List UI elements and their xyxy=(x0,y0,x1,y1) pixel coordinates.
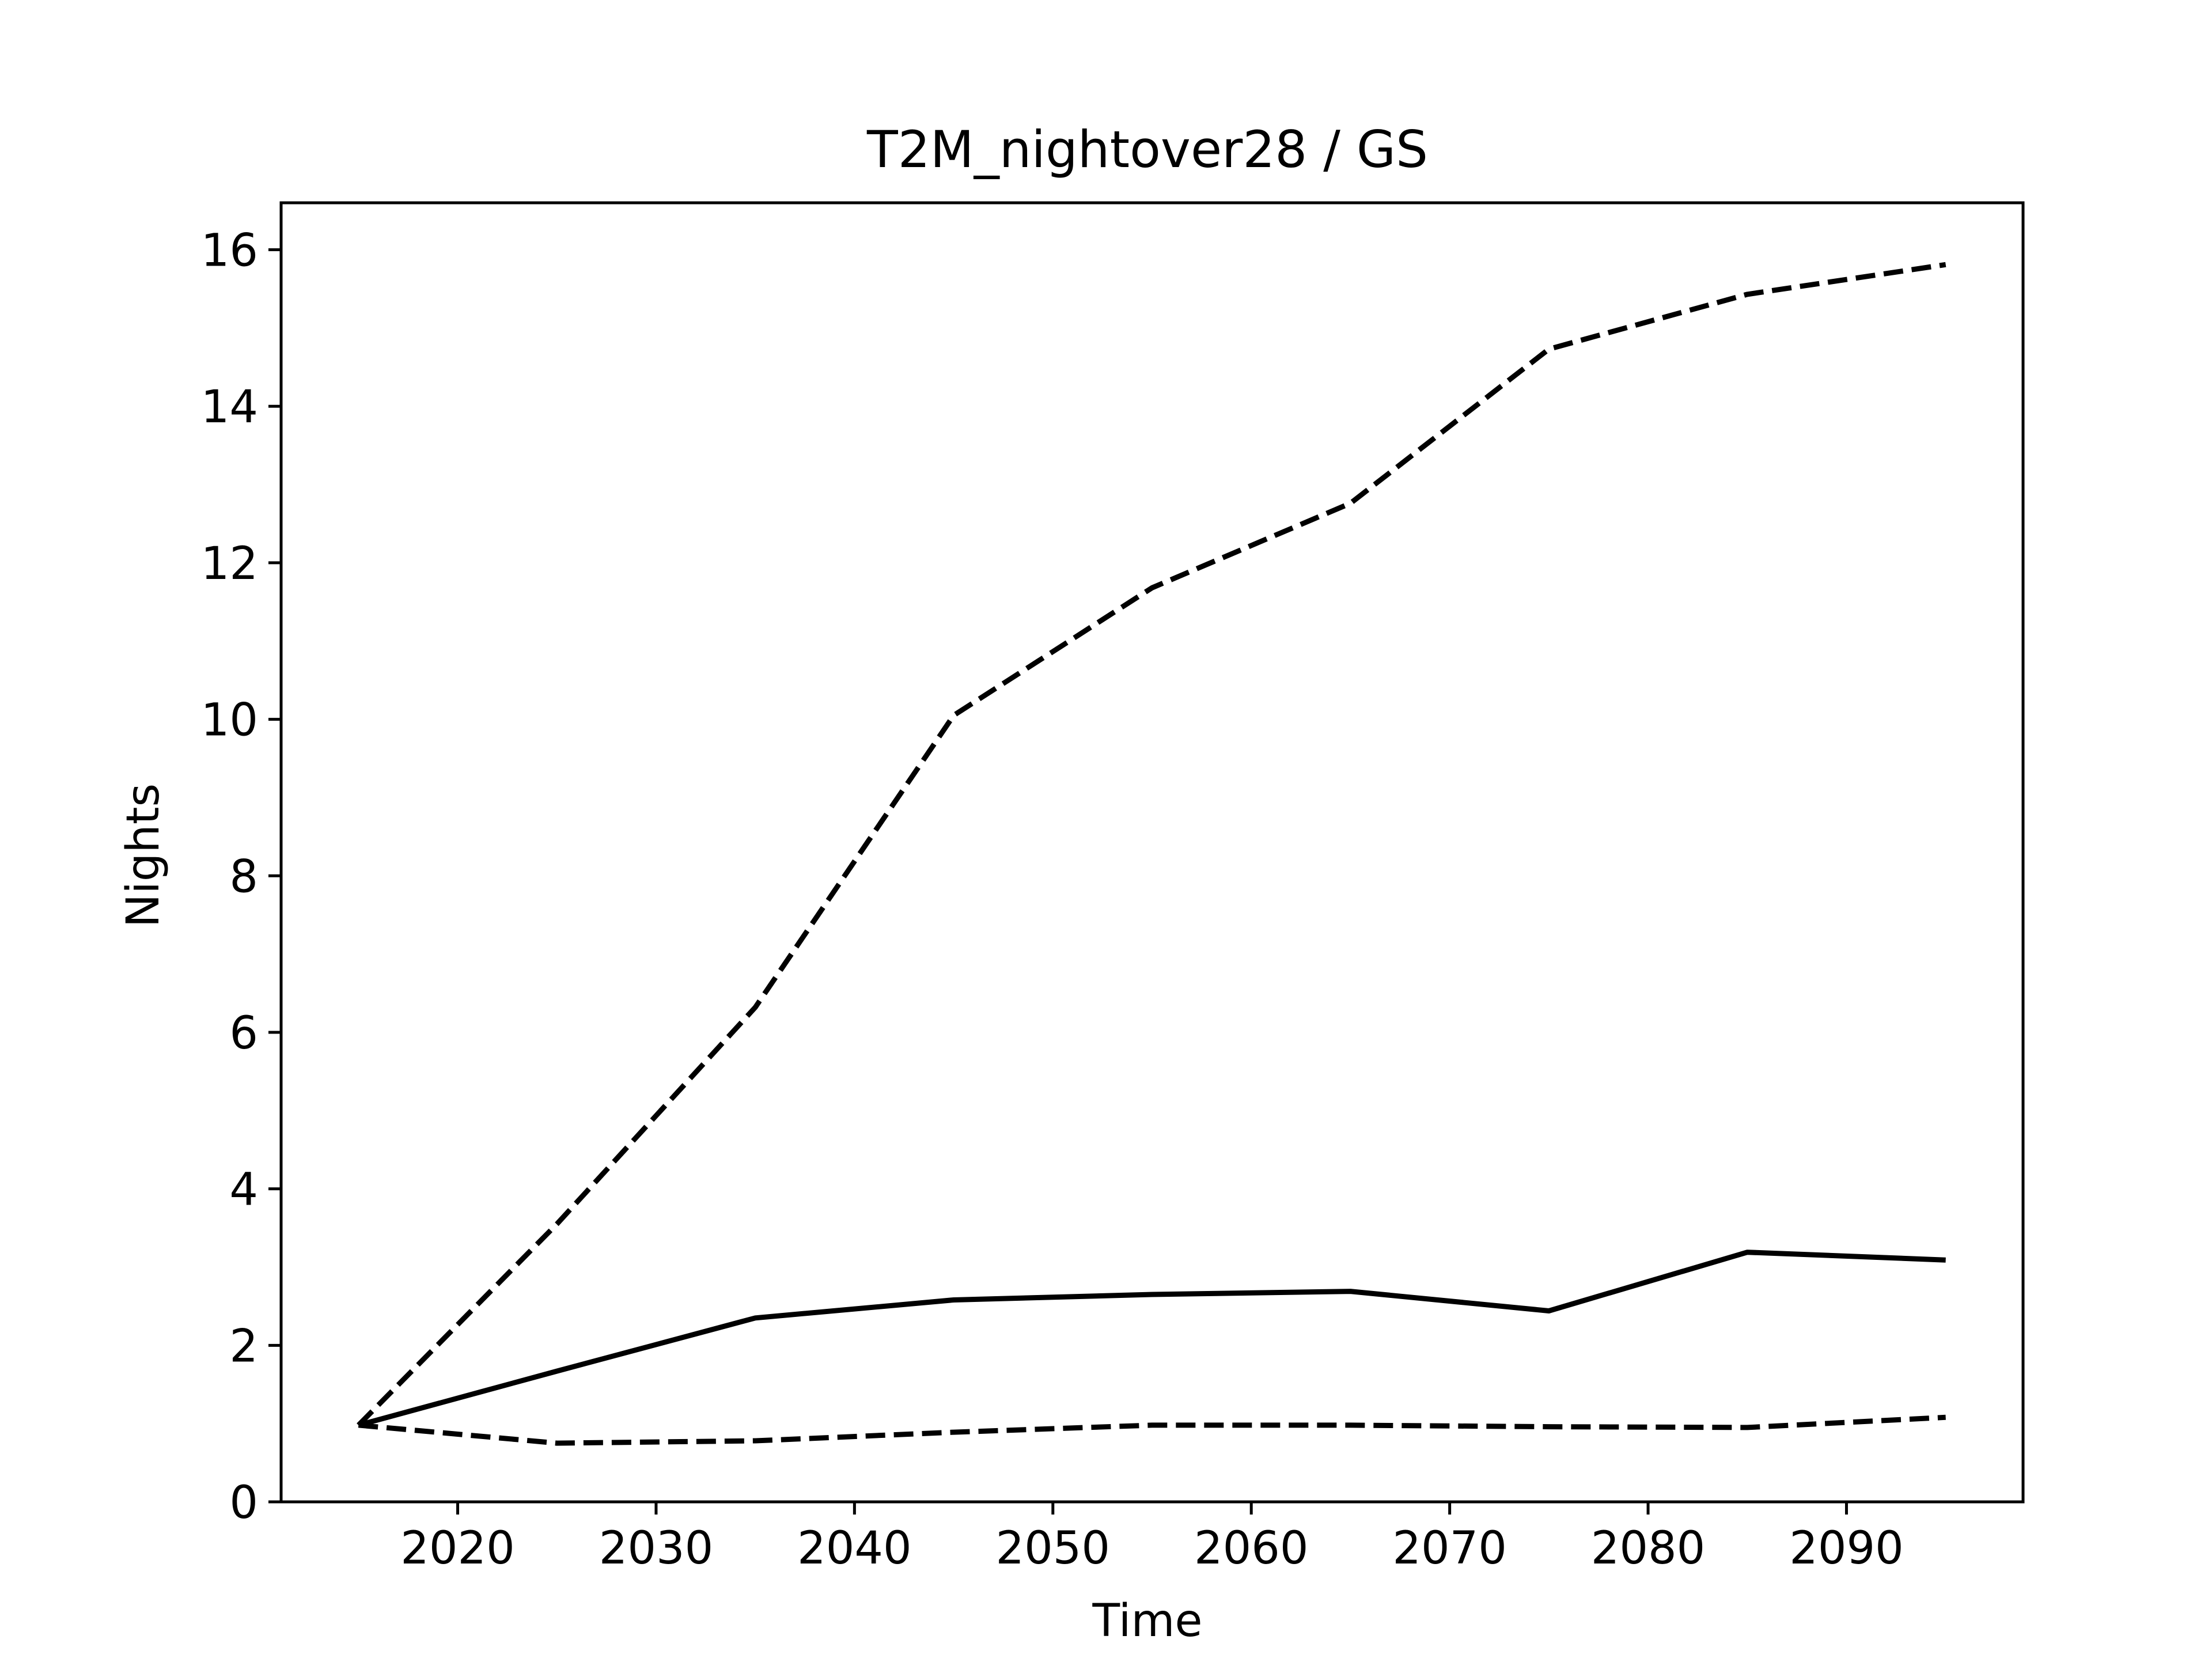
y-tick-label: 6 xyxy=(229,1008,258,1059)
x-tick-label: 2050 xyxy=(996,1523,1111,1574)
y-tick-label: 2 xyxy=(229,1320,258,1372)
y-tick-label: 4 xyxy=(229,1164,258,1216)
chart-title: T2M_nightover28 / GS xyxy=(866,120,1428,179)
series-line-2 xyxy=(357,262,1946,1428)
x-tick-label: 2040 xyxy=(797,1523,912,1574)
x-tick-label: 2090 xyxy=(1789,1523,1904,1574)
series-line-3 xyxy=(358,1414,1946,1446)
y-tick-label: 12 xyxy=(201,538,258,590)
y-tick-label: 10 xyxy=(201,695,258,747)
x-axis-label: Time xyxy=(1092,1595,1203,1647)
x-tick-label: 2080 xyxy=(1591,1523,1706,1574)
y-tick-label: 8 xyxy=(229,851,258,903)
series-layer xyxy=(357,262,1946,1446)
x-tick-label: 2020 xyxy=(400,1523,515,1574)
y-axis-label: Nights xyxy=(118,783,169,927)
y-tick-label: 0 xyxy=(229,1477,258,1529)
x-tick-label: 2030 xyxy=(599,1523,714,1574)
x-axis: 2020 2030 2040 2050 2060 2070 2080 2090 xyxy=(400,1502,1904,1574)
x-tick-label: 2070 xyxy=(1392,1523,1507,1574)
plot-frame xyxy=(279,201,2025,1504)
series-line-1 xyxy=(358,1250,1946,1428)
x-tick-label: 2060 xyxy=(1194,1523,1309,1574)
y-axis: 0 2 4 6 8 10 12 14 16 xyxy=(201,225,281,1529)
y-tick-label: 14 xyxy=(201,381,258,433)
y-tick-label: 16 xyxy=(201,225,258,277)
